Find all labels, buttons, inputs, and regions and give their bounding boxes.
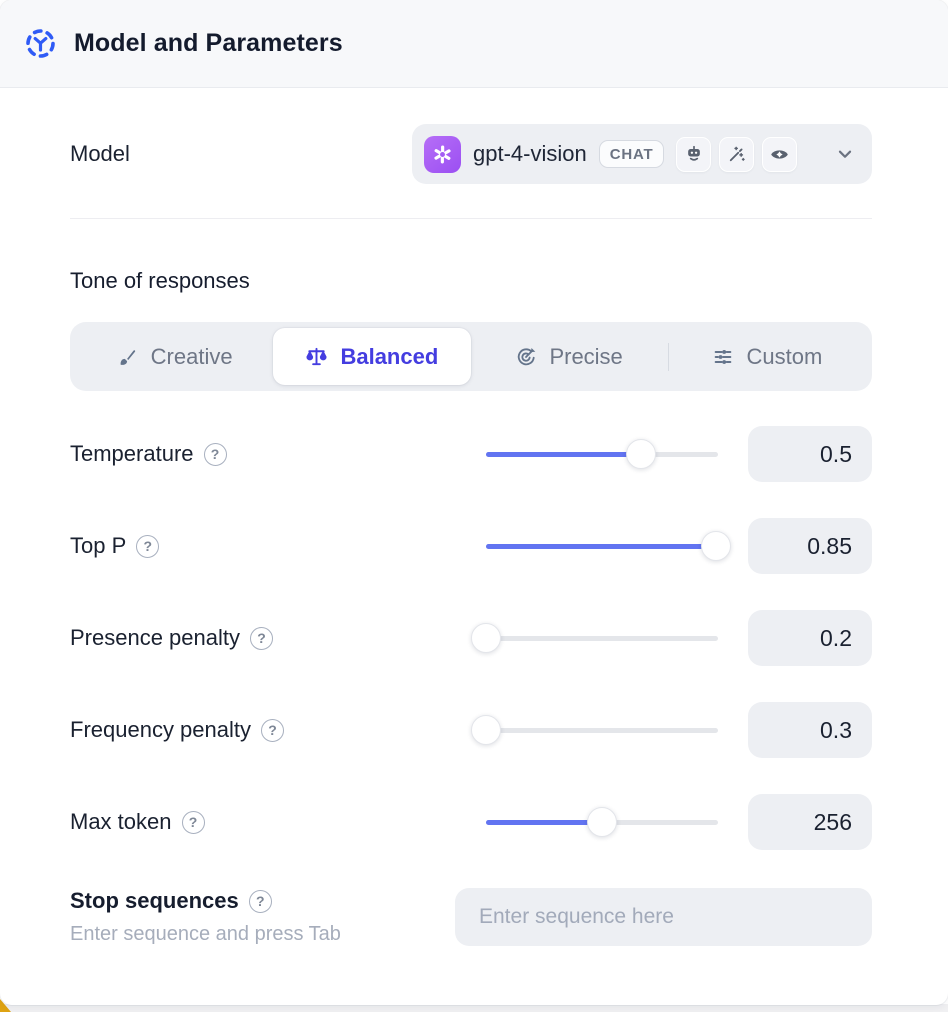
vision-eye-icon	[762, 136, 798, 172]
magic-wand-icon	[719, 136, 755, 172]
stop-sequences-hint: Enter sequence and press Tab	[70, 923, 341, 945]
model-select-dropdown[interactable]: gpt-4-vision CHAT	[412, 124, 872, 184]
slider-track	[486, 635, 718, 641]
stop-sequences-label-block: Stop sequences ? Enter sequence and pres…	[70, 888, 341, 946]
section-divider	[70, 218, 872, 219]
selected-model-name: gpt-4-vision	[473, 141, 587, 166]
tone-option-precise[interactable]: Precise	[471, 328, 668, 385]
sliders-icon	[712, 346, 734, 368]
parameter-label: Top P	[70, 533, 127, 558]
parameter-label: Max token	[70, 809, 172, 834]
parameter-row-frequency-penalty: Frequency penalty ? 0.3	[70, 684, 872, 776]
help-icon[interactable]: ?	[250, 626, 273, 650]
parameter-row-presence-penalty: Presence penalty ? 0.2	[70, 592, 872, 684]
balance-scale-icon	[305, 345, 328, 368]
temperature-slider[interactable]	[486, 439, 718, 469]
panel-header: Model and Parameters	[0, 0, 948, 88]
tone-option-label: Custom	[746, 343, 823, 369]
temperature-value[interactable]: 0.5	[748, 426, 872, 482]
frequency-penalty-value[interactable]: 0.3	[748, 702, 872, 758]
robot-icon	[676, 136, 712, 172]
slider-thumb[interactable]	[471, 715, 501, 745]
tone-option-label: Creative	[150, 343, 233, 369]
slider-thumb[interactable]	[626, 439, 657, 469]
slider-track	[486, 727, 718, 733]
tone-option-creative[interactable]: Creative	[76, 328, 273, 385]
help-icon[interactable]: ?	[261, 718, 284, 742]
slider-thumb[interactable]	[471, 623, 501, 653]
stop-sequences-label: Stop sequences	[70, 888, 239, 913]
slider-thumb[interactable]	[587, 807, 617, 837]
max-token-value[interactable]: 256	[748, 794, 872, 850]
top-p-slider[interactable]	[486, 531, 731, 561]
slider-fill	[486, 543, 716, 549]
page-background-strip	[0, 1004, 948, 1012]
stop-sequences-row: Stop sequences ? Enter sequence and pres…	[70, 888, 872, 946]
help-icon[interactable]: ?	[203, 442, 227, 466]
model-icon	[24, 27, 57, 60]
presence-penalty-value[interactable]: 0.2	[748, 610, 872, 666]
help-icon[interactable]: ?	[181, 810, 205, 834]
segment-divider	[667, 342, 669, 371]
max-token-slider[interactable]	[486, 807, 718, 837]
top-p-value[interactable]: 0.85	[748, 518, 872, 574]
parameter-label: Presence penalty	[70, 625, 240, 650]
tone-option-label: Precise	[549, 343, 623, 369]
tone-option-label: Balanced	[340, 343, 439, 369]
chevron-down-icon	[834, 143, 856, 165]
tone-segmented-control: Creative Balanced	[70, 322, 872, 391]
tone-heading: Tone of responses	[70, 268, 250, 293]
parameter-label: Temperature	[70, 441, 194, 466]
presence-penalty-slider[interactable]	[471, 623, 718, 653]
model-label: Model	[70, 141, 130, 166]
openai-logo	[424, 135, 461, 173]
parameter-row-top-p: Top P ? 0.85	[70, 500, 872, 592]
parameter-label: Frequency penalty	[70, 717, 251, 742]
frequency-penalty-slider[interactable]	[471, 715, 718, 745]
stop-sequence-input[interactable]	[455, 888, 872, 946]
slider-fill	[486, 451, 642, 457]
slider-thumb[interactable]	[700, 531, 731, 561]
parameter-list: Temperature ? 0.5 Top P ?	[70, 408, 872, 868]
help-icon[interactable]: ?	[248, 889, 272, 913]
panel-title: Model and Parameters	[74, 29, 343, 57]
tone-option-balanced[interactable]: Balanced	[273, 328, 471, 385]
parameter-row-max-token: Max token ? 256	[70, 776, 872, 868]
parameter-row-temperature: Temperature ? 0.5	[70, 408, 872, 500]
paintbrush-icon	[117, 346, 139, 368]
model-type-badge: CHAT	[598, 140, 665, 168]
background-corner-accent	[0, 999, 11, 1012]
tone-option-custom[interactable]: Custom	[669, 328, 866, 385]
help-icon[interactable]: ?	[136, 534, 160, 558]
model-row: Model gpt-4-vi	[70, 124, 872, 184]
target-icon	[515, 346, 537, 368]
slider-fill	[486, 819, 602, 825]
